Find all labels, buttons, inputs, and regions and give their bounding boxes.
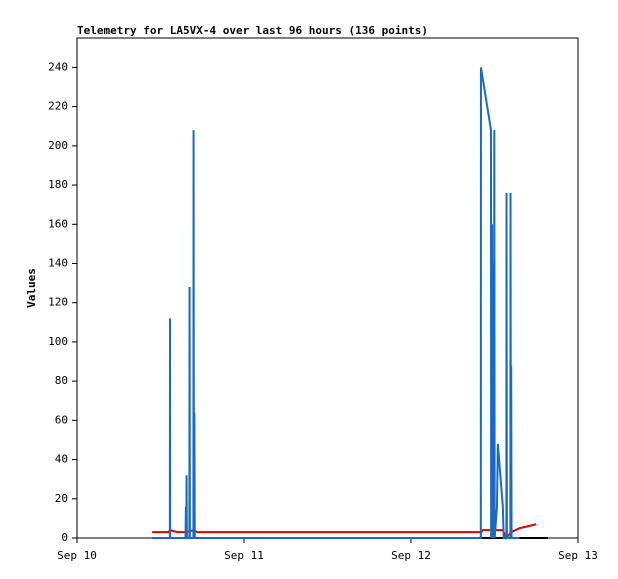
y-tick-label: 60 xyxy=(55,413,68,426)
y-tick-label: 220 xyxy=(48,100,68,113)
y-tick-label: 20 xyxy=(55,492,68,505)
y-tick-label: 200 xyxy=(48,139,68,152)
y-axis-label: Values xyxy=(25,268,38,308)
y-tick-label: 100 xyxy=(48,335,68,348)
y-tick-label: 160 xyxy=(48,217,68,230)
y-tick-label: 0 xyxy=(61,531,68,544)
y-tick-label: 240 xyxy=(48,60,68,73)
series-line xyxy=(152,67,520,539)
y-tick-label: 80 xyxy=(55,374,68,387)
x-tick-label: Sep 11 xyxy=(224,549,264,562)
y-tick-label: 180 xyxy=(48,178,68,191)
x-tick-label: Sep 13 xyxy=(558,549,598,562)
y-tick-label: 140 xyxy=(48,256,68,269)
chart-title: Telemetry for LA5VX-4 over last 96 hours… xyxy=(77,24,428,37)
y-tick-label: 120 xyxy=(48,296,68,309)
y-tick-label: 40 xyxy=(55,453,68,466)
x-tick-label: Sep 10 xyxy=(57,549,97,562)
x-tick-label: Sep 12 xyxy=(391,549,431,562)
